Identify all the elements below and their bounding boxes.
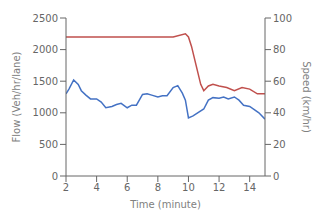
svg-text:Time (minute): Time (minute) — [129, 199, 201, 210]
svg-text:2500: 2500 — [33, 13, 58, 24]
svg-text:12: 12 — [213, 182, 226, 193]
svg-text:14: 14 — [243, 182, 256, 193]
svg-text:2000: 2000 — [33, 44, 58, 55]
svg-text:80: 80 — [273, 44, 286, 55]
svg-text:Speed (km/hr): Speed (km/hr) — [301, 61, 312, 133]
svg-text:60: 60 — [273, 76, 286, 87]
svg-text:1000: 1000 — [33, 107, 58, 118]
svg-text:Flow (Veh/hr/lane): Flow (Veh/hr/lane) — [11, 51, 22, 142]
svg-text:1500: 1500 — [33, 76, 58, 87]
svg-text:6: 6 — [124, 182, 130, 193]
svg-text:20: 20 — [273, 139, 286, 150]
svg-text:0: 0 — [273, 171, 279, 182]
svg-text:40: 40 — [273, 107, 286, 118]
svg-text:10: 10 — [182, 182, 195, 193]
svg-text:4: 4 — [93, 182, 99, 193]
svg-text:0: 0 — [52, 171, 58, 182]
svg-text:2: 2 — [63, 182, 69, 193]
svg-text:8: 8 — [155, 182, 161, 193]
svg-text:100: 100 — [273, 13, 292, 24]
svg-text:500: 500 — [39, 139, 58, 150]
